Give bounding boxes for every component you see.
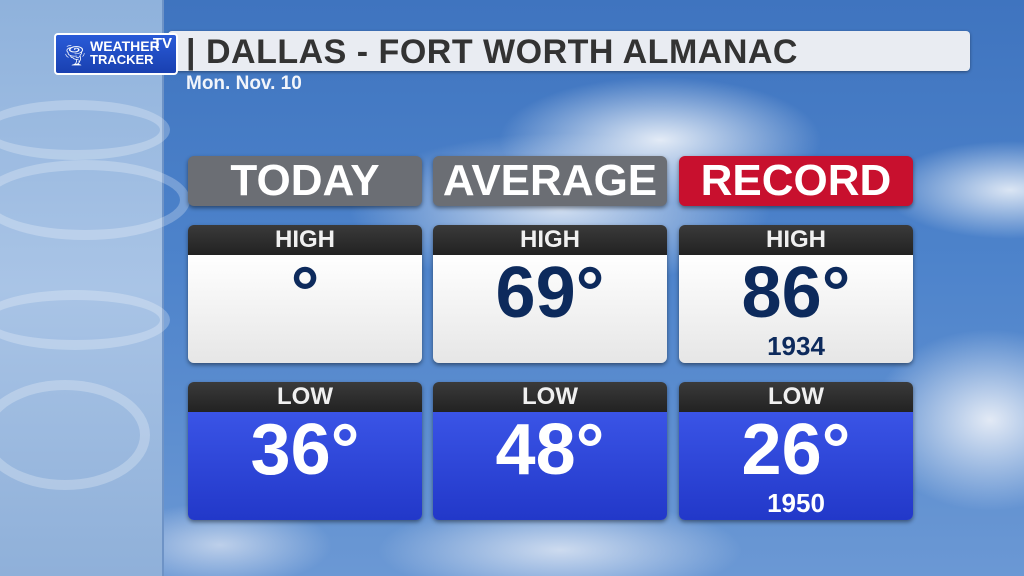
swirl-decoration [0,290,170,350]
logo-text-weather: WEATHER [90,38,160,54]
record-high-card: HIGH 86° 1934 [679,225,913,363]
logo-text-tracker: TRACKER [90,52,154,67]
weather-tracker-logo: 🌪 WEATHER TRACKER TV [54,33,178,75]
header-today: TODAY [188,156,422,206]
average-high-value: 69° [495,253,605,333]
date-label: Mon. Nov. 10 [186,73,302,94]
swirl-decoration [0,380,150,490]
record-high-value: 86° [741,253,851,333]
header-average: AVERAGE [433,156,667,206]
low-label: LOW [188,382,422,412]
high-label: HIGH [433,225,667,255]
average-low-value: 48° [495,410,605,490]
swirl-decoration [0,100,170,160]
high-label: HIGH [188,225,422,255]
header-record: RECORD [679,156,913,206]
page-title: | DALLAS - FORT WORTH ALMANAC [186,33,798,71]
today-high-value: ° [290,253,320,333]
record-high-year: 1934 [767,331,825,361]
swirl-decoration [0,160,190,240]
tornado-icon: 🌪 [62,45,88,67]
record-low-year: 1950 [767,488,825,518]
today-high-card: HIGH ° [188,225,422,363]
low-label: LOW [679,382,913,412]
logo-text-tv: TV [152,35,172,52]
average-high-card: HIGH 69° [433,225,667,363]
title-bar [168,31,970,71]
high-label: HIGH [679,225,913,255]
side-panel [0,0,190,576]
average-low-card: LOW 48° [433,382,667,520]
record-low-value: 26° [741,410,851,490]
today-low-value: 36° [250,410,360,490]
record-low-card: LOW 26° 1950 [679,382,913,520]
low-label: LOW [433,382,667,412]
today-low-card: LOW 36° [188,382,422,520]
